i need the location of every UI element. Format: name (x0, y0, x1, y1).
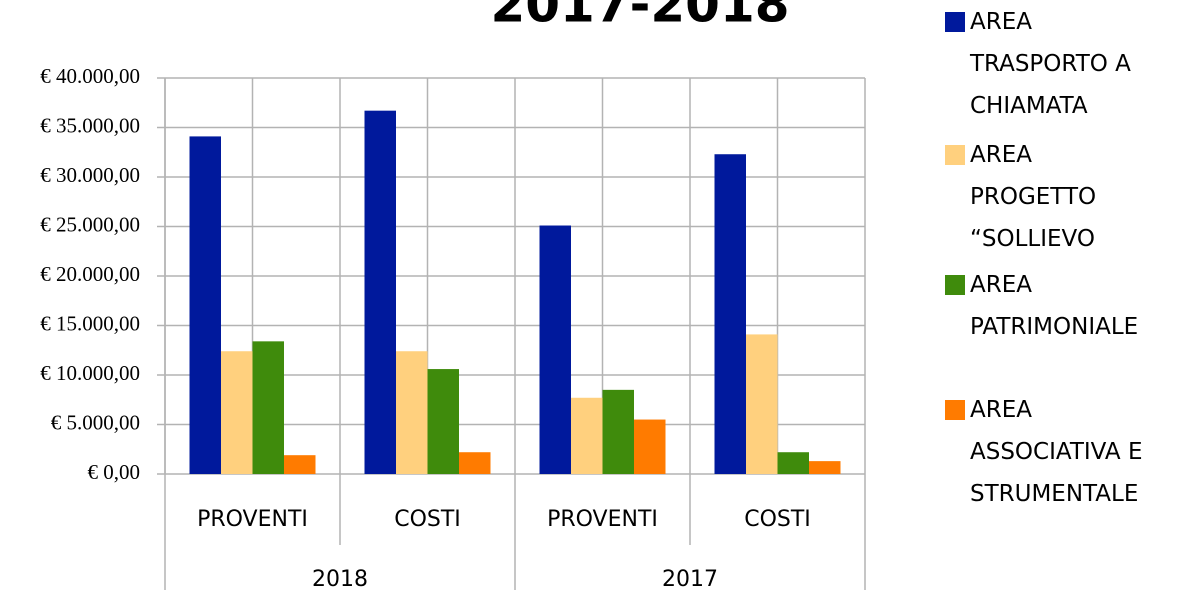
bar (364, 110, 396, 475)
legend-swatch (945, 400, 965, 420)
legend-label: AREA PATRIMONIALE (970, 272, 1139, 340)
bar (746, 334, 778, 474)
bar (714, 154, 746, 475)
bar (571, 397, 603, 474)
x-tick-label: PROVENTI (197, 507, 308, 532)
bar (427, 369, 459, 474)
bar (189, 136, 221, 474)
group-label: 2018 (312, 567, 368, 590)
x-tick-label: PROVENTI (547, 507, 658, 532)
y-tick-label: € 10.000,00 (40, 361, 140, 385)
bar (777, 452, 809, 474)
bar (221, 351, 253, 474)
x-tick-label: COSTI (394, 507, 461, 532)
y-tick-label: € 35.000,00 (40, 113, 140, 137)
legend-swatch (945, 145, 965, 165)
y-tick-label: € 30.000,00 (40, 163, 140, 187)
y-tick-label: € 15.000,00 (40, 311, 140, 335)
y-tick-label: € 20.000,00 (40, 262, 140, 286)
x-tick-label: COSTI (744, 507, 811, 532)
y-tick-label: € 5.000,00 (51, 410, 140, 434)
legend-label: AREA ASSOCIATIVA E STRUMENTALE (970, 397, 1143, 507)
bar (252, 341, 284, 474)
y-tick-label: € 0,00 (88, 460, 141, 484)
bar (634, 419, 666, 474)
bar (284, 455, 316, 474)
bar (459, 452, 491, 474)
group-label: 2017 (662, 567, 718, 590)
y-tick-label: € 25.000,00 (40, 212, 140, 236)
legend-label: AREA PROGETTO “SOLLIEVO (970, 142, 1097, 252)
bar (539, 225, 571, 474)
legend-swatch (945, 12, 965, 32)
chart-title: 2017-2018 (490, 0, 789, 34)
y-tick-label: € 40.000,00 (40, 64, 140, 88)
bar (396, 351, 428, 474)
bar (809, 461, 841, 474)
legend-swatch (945, 275, 965, 295)
bar (602, 389, 634, 474)
legend-label: AREA TRASPORTO A CHIAMATA (970, 9, 1131, 119)
